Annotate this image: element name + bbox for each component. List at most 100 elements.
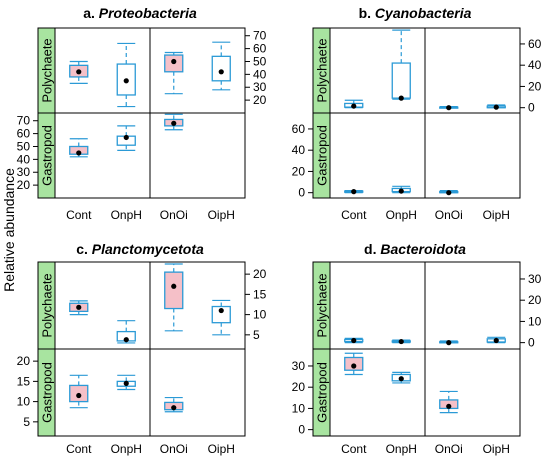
x-tick-label: OipH [208,442,235,456]
median-dot [493,104,499,110]
median-dot [351,363,357,369]
x-tick-label: OnpH [111,208,142,222]
y-tick-label: 10 [253,308,267,322]
y-tick-label: 5 [253,328,260,342]
median-dot [171,283,177,289]
cell-frame [149,112,246,199]
panel-title-prefix: d. [364,241,380,257]
box-gastropod-onoi [164,113,184,131]
cell-frame [424,27,521,114]
median-dot [446,340,452,346]
strip-label: Gastropod [315,362,330,423]
x-tick-label: OnOi [435,442,463,456]
panel-3: c. Planctomycetota Polychaete 5 10 15 20 Gastr… [17,241,267,456]
x-tick-label: OnpH [386,208,417,222]
cell-frame [424,261,521,350]
median-dot [493,337,499,344]
median-dot [446,190,452,196]
y-tick-label: 0 [528,336,535,350]
y-tick-label: 10 [528,314,542,328]
median-dot [76,150,82,156]
y-axis-label: Relative abundance [1,168,17,292]
box-gastropod-onph [116,374,136,391]
box-gastropod-onoi [439,390,459,414]
box-polychaete-onph [391,338,411,345]
strip-label: Gastropod [40,125,55,186]
panel-title-name: Proteobacteria [99,5,197,21]
box-polychaete-cont [69,300,89,316]
median-dot [123,380,129,386]
box-polychaete-cont [344,337,364,344]
x-tick-label: Cont [66,442,92,456]
median-dot [351,337,357,344]
y-tick-label: 15 [253,287,267,301]
cell-frame [149,348,246,437]
y-tick-label: 20 [292,164,306,178]
box-body [211,55,231,82]
y-tick-label: 20 [253,93,267,107]
y-tick-label: 20 [17,178,31,192]
y-tick-label: 0 [298,186,305,200]
x-tick-label: Cont [66,208,92,222]
box-gastropod-onoi [164,396,184,413]
cell-frame [424,348,521,437]
box-polychaete-oiph [486,104,506,110]
x-tick-label: OnOi [435,208,463,222]
box-polychaete-onph [116,42,136,108]
box-body [164,271,184,310]
box-polychaete-cont [344,99,364,109]
box-gastropod-cont [344,352,364,376]
y-tick-label: 70 [17,114,31,128]
median-dot [351,189,357,195]
cell-frame [424,112,521,199]
median-dot [123,78,129,84]
strip-label: Gastropod [40,362,55,423]
x-tick-label: OnpH [386,442,417,456]
box-gastropod-onoi [439,189,459,196]
y-tick-label: 60 [17,127,31,141]
y-tick-label: 20 [292,380,306,394]
box-gastropod-onph [391,185,411,194]
panel-title: c. Planctomycetota [76,241,204,257]
x-tick-label: OipH [483,442,510,456]
median-dot [446,105,452,111]
median-dot [218,307,224,314]
y-tick-label: 20 [528,293,542,307]
box-gastropod-cont [69,138,89,158]
y-tick-label: 20 [528,79,542,93]
panel-title-prefix: b. [359,5,375,21]
y-tick-label: 10 [17,395,31,409]
median-dot [398,338,404,345]
panel-title: b. Cyanobacteria [359,5,472,21]
panel-title: d. Bacteroidota [364,241,466,257]
box-polychaete-onoi [164,263,184,332]
y-tick-label: 50 [17,139,31,153]
median-dot [171,405,177,411]
median-dot [446,403,452,409]
panel-2: b. Cyanobacteria Polychaete 0 20 40 60 Gastrop… [292,5,542,222]
y-tick-label: 40 [17,152,31,166]
y-tick-label: 40 [292,143,306,157]
cell-frame [329,112,426,199]
strip-label: Polychaete [40,38,55,102]
median-dot [76,392,82,399]
box-polychaete-onoi [164,51,184,95]
panel-title-name: Bacteroidota [380,241,466,257]
x-tick-label: OnOi [160,208,188,222]
y-tick-label: 20 [17,354,31,368]
box-polychaete-onoi [439,105,459,111]
y-tick-label: 30 [17,165,31,179]
x-tick-label: OnOi [160,442,188,456]
y-tick-label: 50 [253,54,267,68]
x-tick-label: Cont [341,208,367,222]
y-tick-label: 0 [298,423,305,437]
y-tick-label: 60 [253,42,267,56]
y-tick-label: 15 [17,374,31,388]
strip-label: Polychaete [40,273,55,337]
box-polychaete-onoi [439,340,459,346]
median-dot [171,120,177,126]
y-tick-label: 30 [292,359,306,373]
panel-title-name: Cyanobacteria [375,5,472,21]
